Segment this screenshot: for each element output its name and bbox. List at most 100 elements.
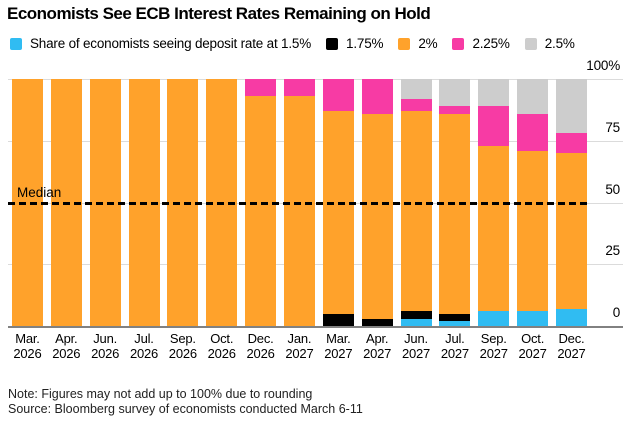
bar-segment-rate-2% <box>400 111 432 312</box>
x-axis-label-month: Apr. <box>366 330 389 346</box>
y-axis-tick-label: 0 <box>612 305 621 320</box>
x-axis-label-month: Jan. <box>287 330 312 346</box>
chart-title: Economists See ECB Interest Rates Remain… <box>7 4 431 23</box>
x-axis-label-month: Jun. <box>404 330 428 346</box>
bar-segment-rate-2% <box>245 96 277 326</box>
bar-segment-rate-1.5% <box>400 318 432 326</box>
footnotes: Note: Figures may not add up to 100% due… <box>8 387 363 417</box>
x-axis-label-year: 2027 <box>557 345 586 361</box>
bar-segment-rate-2.25% <box>361 79 393 114</box>
legend-label: 2.25% <box>472 36 510 51</box>
stacked-bar <box>361 79 393 326</box>
bar-segment-rate-2.25% <box>517 113 549 151</box>
x-axis-label-year: 2027 <box>363 345 392 361</box>
x-axis-label-month: Jul. <box>445 330 465 346</box>
x-axis-label-month: Oct. <box>210 331 234 346</box>
x-axis-label-year: 2027 <box>285 345 314 361</box>
bar-segment-rate-2.25% <box>555 133 587 154</box>
bar-segment-rate-1.75% <box>322 313 354 326</box>
bar-segment-rate-2.5% <box>517 79 549 114</box>
median-label: Median <box>17 184 62 200</box>
x-axis-label-year: 2027 <box>518 345 547 361</box>
x-axis-label-month: Sep. <box>169 331 196 346</box>
bar-segment-rate-1.5% <box>517 311 549 326</box>
y-axis-tick-label: 50 <box>605 181 620 197</box>
bar-column-sep-2027: Sep. 2027 <box>474 79 513 361</box>
x-axis-label-month: Oct. <box>521 330 545 346</box>
bar-segment-rate-2.25% <box>283 79 315 97</box>
bar-segment-rate-2% <box>439 113 471 314</box>
bar-column-mar-2027: Mar. 2027 <box>319 79 358 361</box>
stacked-bar <box>400 79 432 326</box>
x-axis-label-month: Sep. <box>480 330 507 346</box>
x-axis-label-month: Apr. <box>55 331 78 346</box>
legend-item-rate-1-75: 1.75% <box>326 36 384 51</box>
bar-segment-rate-2.5% <box>400 79 432 99</box>
stacked-bar <box>245 79 277 326</box>
x-axis-label-year: 2027 <box>479 345 508 361</box>
bar-segment-rate-1.75% <box>361 318 393 326</box>
legend: Share of economists seeing deposit rate … <box>10 36 575 51</box>
stacked-bar <box>283 79 315 326</box>
stacked-bar <box>517 79 549 326</box>
bar-segment-rate-1.5% <box>439 321 471 326</box>
x-axis-label-year: 2027 <box>401 345 431 361</box>
y-axis-tick-label: 25 <box>605 243 620 259</box>
bar-column-jan-2027: Jan. 2027 <box>280 79 319 361</box>
legend-label: 2% <box>418 36 438 51</box>
gridline-100 <box>8 79 623 80</box>
y-axis-tick-label: 100% <box>586 58 620 73</box>
note-text: Note: Figures may not add up to 100% due… <box>8 387 313 401</box>
x-axis-label-year: 2026 <box>246 345 275 361</box>
bar-segment-rate-2% <box>283 96 315 326</box>
legend-swatch-icon <box>326 37 339 50</box>
legend-label: 1.75% <box>346 36 384 51</box>
x-axis-line <box>8 326 623 328</box>
bar-segment-rate-1.75% <box>400 311 432 319</box>
x-axis-label-year: 2027 <box>324 345 353 361</box>
bar-segment-rate-2% <box>322 111 354 314</box>
bar-column-dec-2027: Dec. 2027 <box>552 79 591 361</box>
legend-label: 2.5% <box>544 36 575 51</box>
bar-segment-rate-2.25% <box>322 79 354 112</box>
plot-area: 100% 75 50 25 0 Mar. 2026 Apr. 2026 Jun. 2026 Jul.… <box>8 59 623 361</box>
legend-item-rate-2-25: 2.25% <box>452 36 510 51</box>
bar-segment-rate-1.75% <box>439 313 471 322</box>
bar-column-jun-2027: Jun. 2027 <box>397 79 436 361</box>
bar-segment-rate-2% <box>361 113 393 319</box>
legend-swatch-icon <box>398 37 411 50</box>
legend-swatch-icon <box>524 37 537 50</box>
x-axis-label-year: 2026 <box>129 346 159 361</box>
bar-segment-rate-2.25% <box>400 98 432 112</box>
x-axis-label-month: Dec. <box>558 330 585 346</box>
median-dashed-line <box>8 201 591 205</box>
source-text: Source: Bloomberg survey of economists c… <box>8 402 363 416</box>
bar-segment-rate-2.5% <box>555 79 587 134</box>
bar-segment-rate-2.25% <box>439 106 471 114</box>
legend-item-rate-2: 2% <box>398 36 438 51</box>
bar-segment-rate-2.25% <box>478 106 510 146</box>
bar-column-oct-2027: Oct. 2027 <box>513 79 552 361</box>
x-axis-label-month: Mar. <box>326 330 351 346</box>
gridline-75 <box>8 140 623 142</box>
legend-item-rate-2-5: 2.5% <box>524 36 575 51</box>
bar-segment-rate-2% <box>478 145 510 312</box>
bar-column-apr-2027: Apr. 2027 <box>358 79 397 361</box>
bar-segment-rate-1.5% <box>555 308 587 326</box>
y-axis-tick-label: 75 <box>605 119 620 135</box>
x-axis-label-year: 2026 <box>168 346 197 361</box>
x-axis-label-month: Jul. <box>134 331 154 346</box>
x-axis-label-month: Dec. <box>247 330 274 346</box>
bar-segment-rate-2.25% <box>245 79 277 97</box>
bar-series: Mar. 2026 Apr. 2026 Jun. 2026 Jul. 2026 Sep. 2026… <box>8 79 591 361</box>
bar-segment-rate-2% <box>555 153 587 309</box>
bar-segment-rate-2.5% <box>478 79 510 107</box>
stacked-bar <box>555 79 587 326</box>
bar-column-jul-2027: Jul. 2027 <box>435 79 474 361</box>
bar-segment-rate-2% <box>517 150 549 312</box>
bar-segment-rate-2.5% <box>439 79 471 107</box>
x-axis-label-year: 2026 <box>52 346 81 361</box>
stacked-bar <box>439 79 471 326</box>
x-axis-label-year: 2026 <box>13 346 42 361</box>
